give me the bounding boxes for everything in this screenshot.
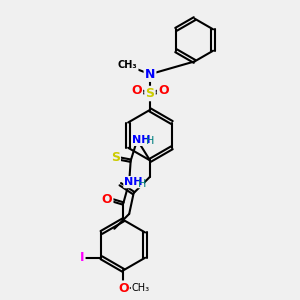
Text: NH: NH [132,135,151,145]
Text: S: S [111,151,120,164]
Text: H: H [146,136,154,146]
Text: CH₃: CH₃ [132,283,150,293]
Text: N: N [145,68,155,81]
Text: H: H [137,178,146,189]
Text: O: O [158,84,169,97]
Text: O: O [131,84,142,97]
Text: I: I [80,251,84,264]
Text: S: S [146,87,154,100]
Text: CH₃: CH₃ [118,60,137,70]
Text: O: O [102,193,112,206]
Text: O: O [118,282,129,295]
Text: NH: NH [124,177,143,187]
